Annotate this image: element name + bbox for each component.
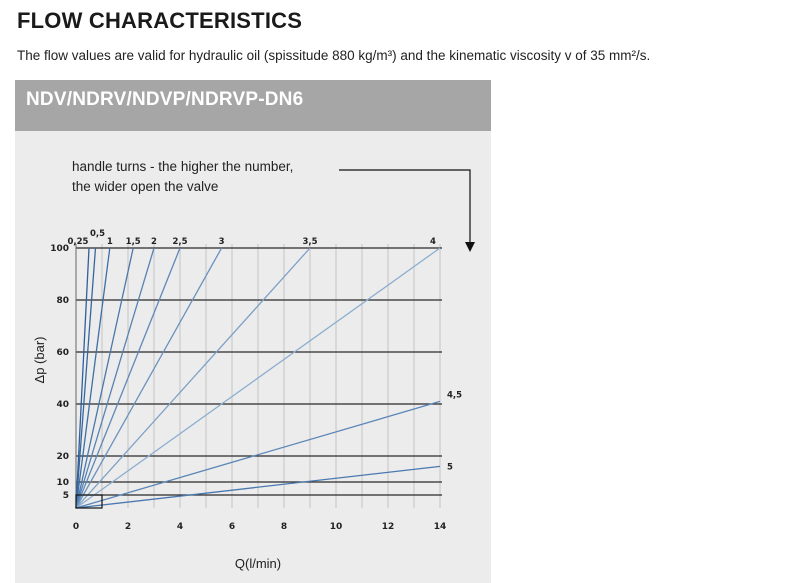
x-axis-title: Q(l/min) — [235, 556, 281, 571]
panel-header: NDV/NDRV/NDVP/NDRVP-DN6 — [15, 80, 491, 131]
series-line — [75, 247, 181, 509]
handle-turns-note: handle turns - the higher the number, th… — [72, 157, 293, 197]
series-label: 4,5 — [447, 390, 462, 400]
x-tick-label: 14 — [434, 522, 447, 532]
note-arrow-line — [339, 169, 471, 244]
x-tick-label: 2 — [125, 522, 131, 532]
series-line — [75, 247, 155, 509]
series-line — [75, 247, 223, 509]
series-line — [75, 247, 441, 509]
series-label: 0,5 — [90, 229, 105, 239]
x-tick-label: 6 — [229, 522, 235, 532]
horizontal-gridlines — [75, 244, 442, 508]
chart-panel: NDV/NDRV/NDVP/NDRVP-DN6 handle turns - t… — [15, 80, 491, 583]
series-label: 3,5 — [302, 237, 317, 247]
axis-ticks: 0 2 4 6 8 10 12 14 5 10 20 40 60 80 100 — [50, 244, 446, 532]
y-tick-label: 80 — [56, 296, 69, 306]
y-tick-label: 20 — [56, 452, 69, 462]
panel-title: NDV/NDRV/NDVP/NDRVP-DN6 — [26, 89, 304, 110]
low-flow-box — [75, 494, 103, 509]
series-label: 2,5 — [172, 237, 187, 247]
series-line — [75, 465, 441, 509]
series-lines — [75, 247, 441, 509]
series-label: 2 — [151, 237, 157, 247]
series-label: 5 — [447, 462, 453, 472]
series-labels: 0,250,51 1,5 2 2,5 3 3,5 4 4,5 5 — [68, 229, 463, 472]
annotations — [75, 169, 475, 509]
series-label: 1,5 — [126, 237, 141, 247]
x-tick-label: 12 — [382, 522, 395, 532]
x-tick-label: 0 — [73, 522, 79, 532]
series-line — [75, 247, 111, 509]
series-line — [75, 247, 311, 509]
note-line-1: handle turns - the higher the number, — [72, 159, 294, 174]
page-title: FLOW CHARACTERISTICS — [17, 8, 303, 33]
y-tick-label: 60 — [56, 348, 69, 358]
series-label: 0,25 — [68, 237, 89, 247]
y-tick-label: 10 — [56, 478, 69, 488]
series-line — [75, 247, 97, 509]
note-arrow-head — [465, 242, 475, 252]
x-tick-label: 8 — [281, 522, 287, 532]
series-line — [75, 247, 90, 509]
x-tick-label: 4 — [177, 522, 183, 532]
y-tick-label: 5 — [63, 491, 69, 501]
series-label: 1 — [107, 237, 113, 247]
series-label: 3 — [219, 237, 225, 247]
page-subtitle: The flow values are valid for hydraulic … — [17, 48, 651, 63]
y-tick-label: 40 — [56, 400, 69, 410]
note-line-2: the wider open the valve — [72, 179, 219, 194]
series-label: 4 — [430, 237, 436, 247]
series-line — [75, 247, 134, 509]
series-line — [75, 400, 441, 509]
y-tick-label: 100 — [50, 244, 69, 254]
x-tick-label: 10 — [330, 522, 343, 532]
y-axis-title: Δp (bar) — [32, 337, 47, 384]
